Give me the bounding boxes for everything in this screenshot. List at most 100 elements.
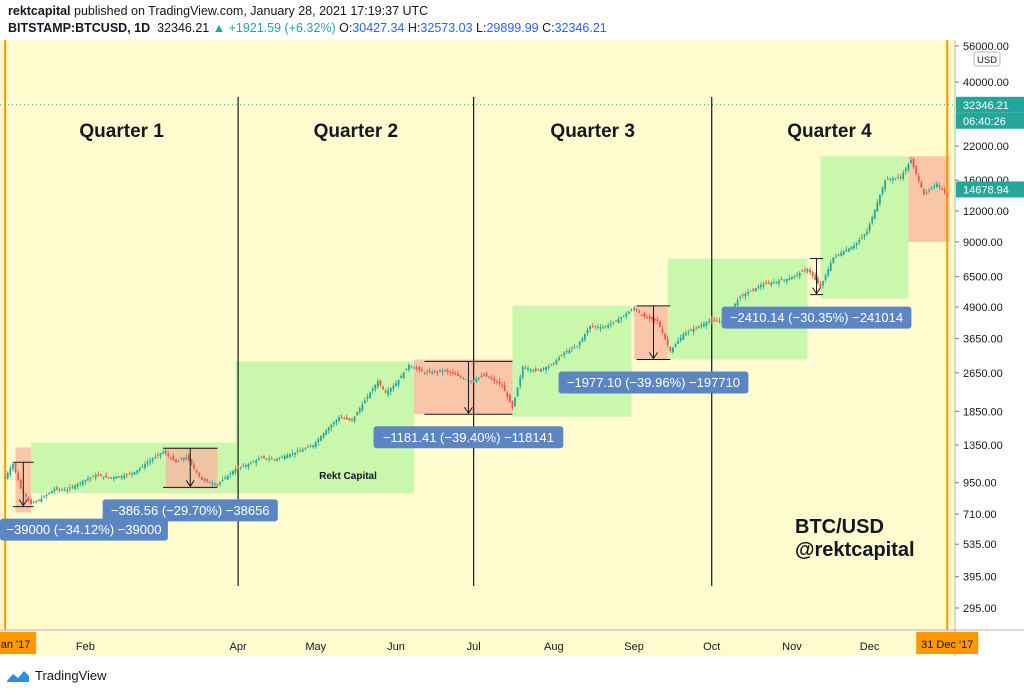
measure-label-text: −39000 (−34.12%) −39000: [6, 522, 161, 537]
candle-up: [700, 324, 703, 327]
quarter-label: Quarter 4: [787, 121, 872, 142]
candle-up: [120, 476, 123, 479]
candle-down: [801, 270, 804, 272]
candle-up: [257, 458, 260, 460]
candle-down: [480, 375, 483, 377]
candle-up: [286, 455, 289, 459]
quarter-label: Quarter 1: [79, 121, 164, 142]
tradingview-brand[interactable]: TradingView: [6, 668, 107, 683]
candle-up: [791, 276, 793, 280]
date-badge: [0, 632, 37, 654]
candle-down: [418, 367, 421, 371]
candle-up: [902, 172, 905, 180]
candle-up: [483, 374, 485, 377]
last-price: 32346.21: [157, 21, 210, 35]
candle-up: [94, 475, 97, 478]
candle-down: [175, 459, 177, 463]
candle-up: [356, 412, 359, 416]
candle-up: [679, 337, 682, 341]
candle-up: [625, 313, 628, 317]
candle-up: [464, 379, 467, 381]
candle-up: [330, 425, 333, 428]
last-visible-price-badge: [956, 181, 1024, 198]
price-tick-label: 12000.00: [963, 206, 1009, 218]
candle-up: [151, 458, 154, 461]
countdown-badge: [956, 112, 1024, 129]
time-tick-label: Feb: [76, 641, 95, 653]
candle-down: [713, 319, 716, 321]
candle-up: [879, 194, 881, 204]
candle-up: [371, 388, 374, 391]
tradingview-logo-icon: [7, 670, 29, 682]
candle-up: [374, 385, 377, 390]
candle-up: [224, 477, 227, 479]
candle-down: [296, 450, 299, 452]
currency-badge: [973, 51, 1001, 67]
candle-up: [928, 190, 931, 192]
candle-down: [915, 165, 918, 174]
candle-down: [379, 380, 382, 386]
candle-up: [221, 480, 224, 482]
candle-up: [312, 445, 315, 448]
candle-up: [708, 320, 711, 323]
candle-up: [63, 489, 66, 491]
date-badge-label: 31 Dec '17: [921, 639, 973, 651]
high-label: H:: [407, 21, 421, 35]
candle-up: [395, 383, 397, 387]
time-tick-label: Sep: [624, 641, 644, 653]
candle-down: [382, 386, 384, 389]
candle-up: [542, 367, 545, 370]
candle-up: [607, 324, 610, 328]
candle-up: [226, 475, 229, 480]
candle-down: [741, 294, 744, 296]
red-zone: [908, 156, 950, 242]
candle-up: [232, 471, 234, 475]
candle-down: [348, 418, 351, 420]
candle-up: [835, 255, 837, 257]
candle-up: [837, 254, 840, 256]
candle-up: [568, 350, 571, 354]
candle-up: [149, 460, 152, 463]
candle-down: [780, 279, 783, 281]
candle-up: [674, 344, 677, 347]
candle-up: [793, 275, 796, 277]
close-label: C:: [542, 21, 555, 35]
candle-up: [840, 252, 843, 256]
time-tick-label: Oct: [703, 641, 720, 653]
candle-down: [428, 370, 431, 373]
candle-up: [565, 351, 568, 353]
price-change: +1921.59 (+6.32%): [228, 21, 336, 35]
candle-down: [420, 369, 423, 372]
candle-up: [182, 458, 185, 461]
candle-up: [410, 366, 413, 368]
candle-up: [219, 482, 221, 485]
high-value: 32573.03: [420, 21, 473, 35]
author-name[interactable]: rektcapital: [8, 4, 71, 18]
candle-up: [736, 300, 739, 306]
candle-down: [100, 474, 102, 477]
candle-down: [653, 318, 656, 321]
candle-up: [278, 457, 281, 459]
price-tick-label: 535.00: [963, 539, 997, 551]
candle-down: [488, 376, 491, 378]
candle-up: [211, 482, 214, 484]
time-tick-label: May: [305, 641, 326, 653]
candle-up: [555, 360, 558, 365]
candle-down: [537, 369, 540, 371]
candle-up: [858, 239, 861, 243]
candle-up: [61, 489, 64, 491]
candle-up: [692, 328, 695, 332]
candle-down: [19, 479, 22, 489]
candle-down: [635, 309, 638, 311]
price-tick-label: 710.00: [963, 509, 997, 521]
price-chart[interactable]: −39000 (−34.12%) −39000 −386.56 (−29.70%)…: [0, 0, 1024, 656]
candle-up: [910, 160, 912, 164]
candle-up: [778, 280, 780, 284]
candle-up: [185, 456, 188, 460]
candle-up: [361, 404, 364, 411]
candle-up: [475, 378, 478, 382]
candle-down: [690, 329, 692, 331]
candle-up: [12, 463, 14, 469]
currency-label: USD: [977, 55, 997, 66]
candle-up: [687, 331, 690, 333]
